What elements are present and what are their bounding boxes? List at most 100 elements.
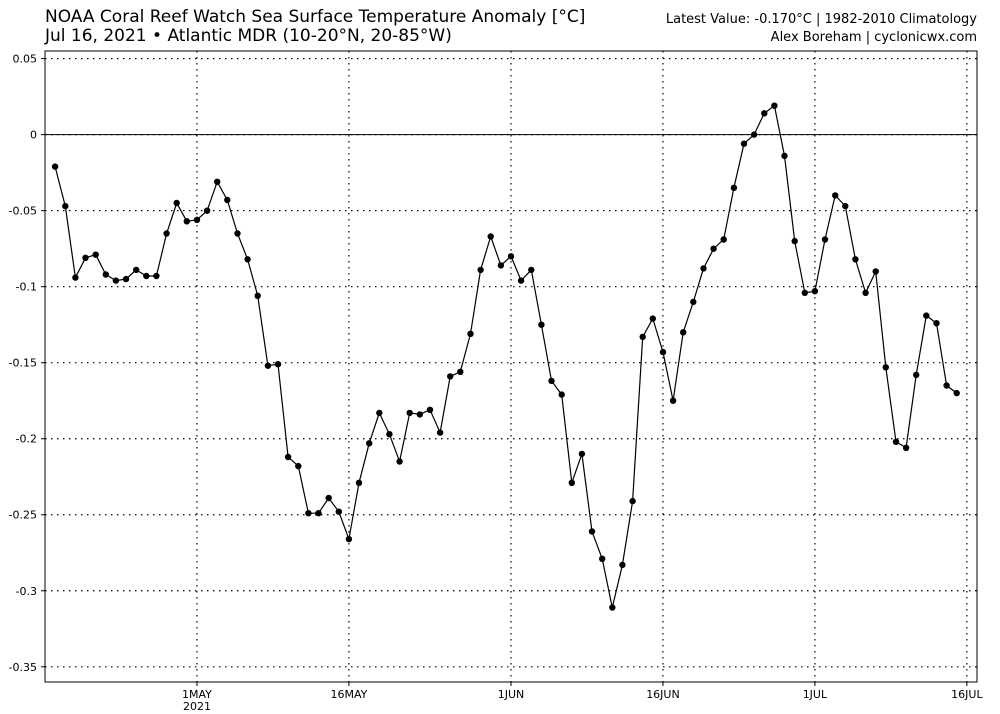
data-point — [386, 431, 393, 438]
data-point — [882, 364, 889, 371]
latest-value-text: Latest Value: -0.170°C | 1982-2010 Clima… — [665, 12, 977, 27]
data-point — [355, 479, 363, 486]
plot-frame — [44, 50, 978, 683]
data-point — [710, 245, 717, 252]
chart-info-block: Latest Value: -0.170°C | 1982-2010 Clima… — [666, 11, 977, 47]
data-point — [122, 275, 130, 283]
data-point — [376, 409, 383, 417]
data-point — [335, 508, 342, 515]
data-point — [153, 272, 160, 280]
data-point — [406, 409, 413, 417]
data-point — [284, 453, 292, 461]
data-point — [517, 277, 525, 284]
x-tick-label: 1JUL — [803, 688, 828, 701]
data-point — [143, 272, 150, 280]
data-point — [943, 382, 950, 389]
data-point — [578, 450, 586, 458]
data-point — [325, 494, 332, 502]
data-point — [345, 535, 353, 543]
data-point — [781, 152, 788, 160]
data-point — [690, 298, 697, 306]
data-point — [163, 230, 170, 237]
data-point — [82, 254, 89, 261]
data-point — [832, 192, 839, 199]
data-point — [548, 377, 555, 385]
data-point — [842, 202, 849, 210]
y-tick-label: -0.3 — [16, 585, 37, 598]
data-point — [933, 320, 940, 327]
data-point — [507, 253, 515, 260]
data-point — [487, 233, 494, 240]
x-tick-label: 16JUN — [646, 688, 680, 701]
x-tick-label: 16JUL — [951, 688, 983, 701]
data-point — [51, 163, 59, 170]
data-point — [771, 102, 778, 109]
data-point — [224, 196, 231, 204]
data-point — [528, 266, 535, 274]
y-tick-label: -0.1 — [16, 281, 37, 294]
data-point — [274, 361, 282, 368]
data-point — [244, 256, 251, 263]
chart-subtitle: Jul 16, 2021 • Atlantic MDR (10-20°N, 20… — [45, 26, 452, 46]
data-point — [599, 555, 606, 562]
data-point — [619, 561, 626, 569]
data-point — [447, 373, 454, 380]
y-tick-label: -0.35 — [9, 661, 37, 674]
data-point — [609, 604, 616, 611]
y-tick-label: 0.05 — [13, 53, 38, 66]
data-point — [629, 497, 636, 505]
y-tick-label: -0.25 — [9, 509, 37, 522]
data-point — [649, 315, 656, 322]
data-point — [214, 178, 221, 185]
data-point — [467, 330, 474, 337]
data-point — [315, 510, 322, 517]
data-point — [872, 268, 879, 275]
data-point — [193, 216, 201, 223]
data-point — [457, 368, 464, 375]
data-point — [568, 479, 575, 486]
data-point — [811, 288, 819, 295]
data-point — [436, 429, 444, 436]
data-point — [923, 312, 930, 319]
data-point — [203, 207, 211, 214]
data-point — [720, 236, 727, 243]
data-point — [740, 140, 748, 147]
data-point — [700, 265, 707, 272]
data-point — [913, 371, 920, 379]
x-tick-label: 1JUN — [498, 688, 525, 701]
data-point — [62, 202, 69, 210]
series-line — [54, 104, 958, 608]
data-point — [791, 237, 798, 245]
data-point — [538, 321, 545, 328]
data-point — [821, 236, 829, 243]
data-point — [264, 362, 272, 369]
y-tick-label: -0.2 — [16, 433, 37, 446]
data-point — [477, 266, 484, 274]
y-tick-label: 0 — [30, 129, 37, 142]
data-point — [102, 271, 110, 278]
data-point — [254, 292, 261, 299]
data-point — [72, 274, 79, 281]
x-tick-label: 1MAY — [182, 688, 212, 701]
data-point — [639, 333, 646, 341]
data-point — [892, 438, 900, 445]
chart-title: NOAA Coral Reef Watch Sea Surface Temper… — [45, 7, 586, 27]
data-point — [730, 184, 738, 191]
data-point — [558, 391, 565, 398]
data-point — [761, 110, 768, 117]
data-point — [426, 406, 434, 413]
data-point — [801, 289, 808, 296]
data-point — [133, 266, 140, 274]
data-point — [112, 277, 120, 284]
data-point — [497, 262, 505, 269]
data-point — [92, 251, 99, 258]
data-point — [852, 256, 859, 263]
data-point — [680, 329, 687, 336]
data-point — [366, 440, 373, 447]
data-point — [234, 230, 241, 237]
y-tick-label: -0.05 — [9, 205, 37, 218]
x-tick-label: 16MAY — [330, 688, 367, 701]
y-tick-label: -0.15 — [9, 357, 37, 370]
x-tick-year-label: 2021 — [183, 700, 211, 713]
